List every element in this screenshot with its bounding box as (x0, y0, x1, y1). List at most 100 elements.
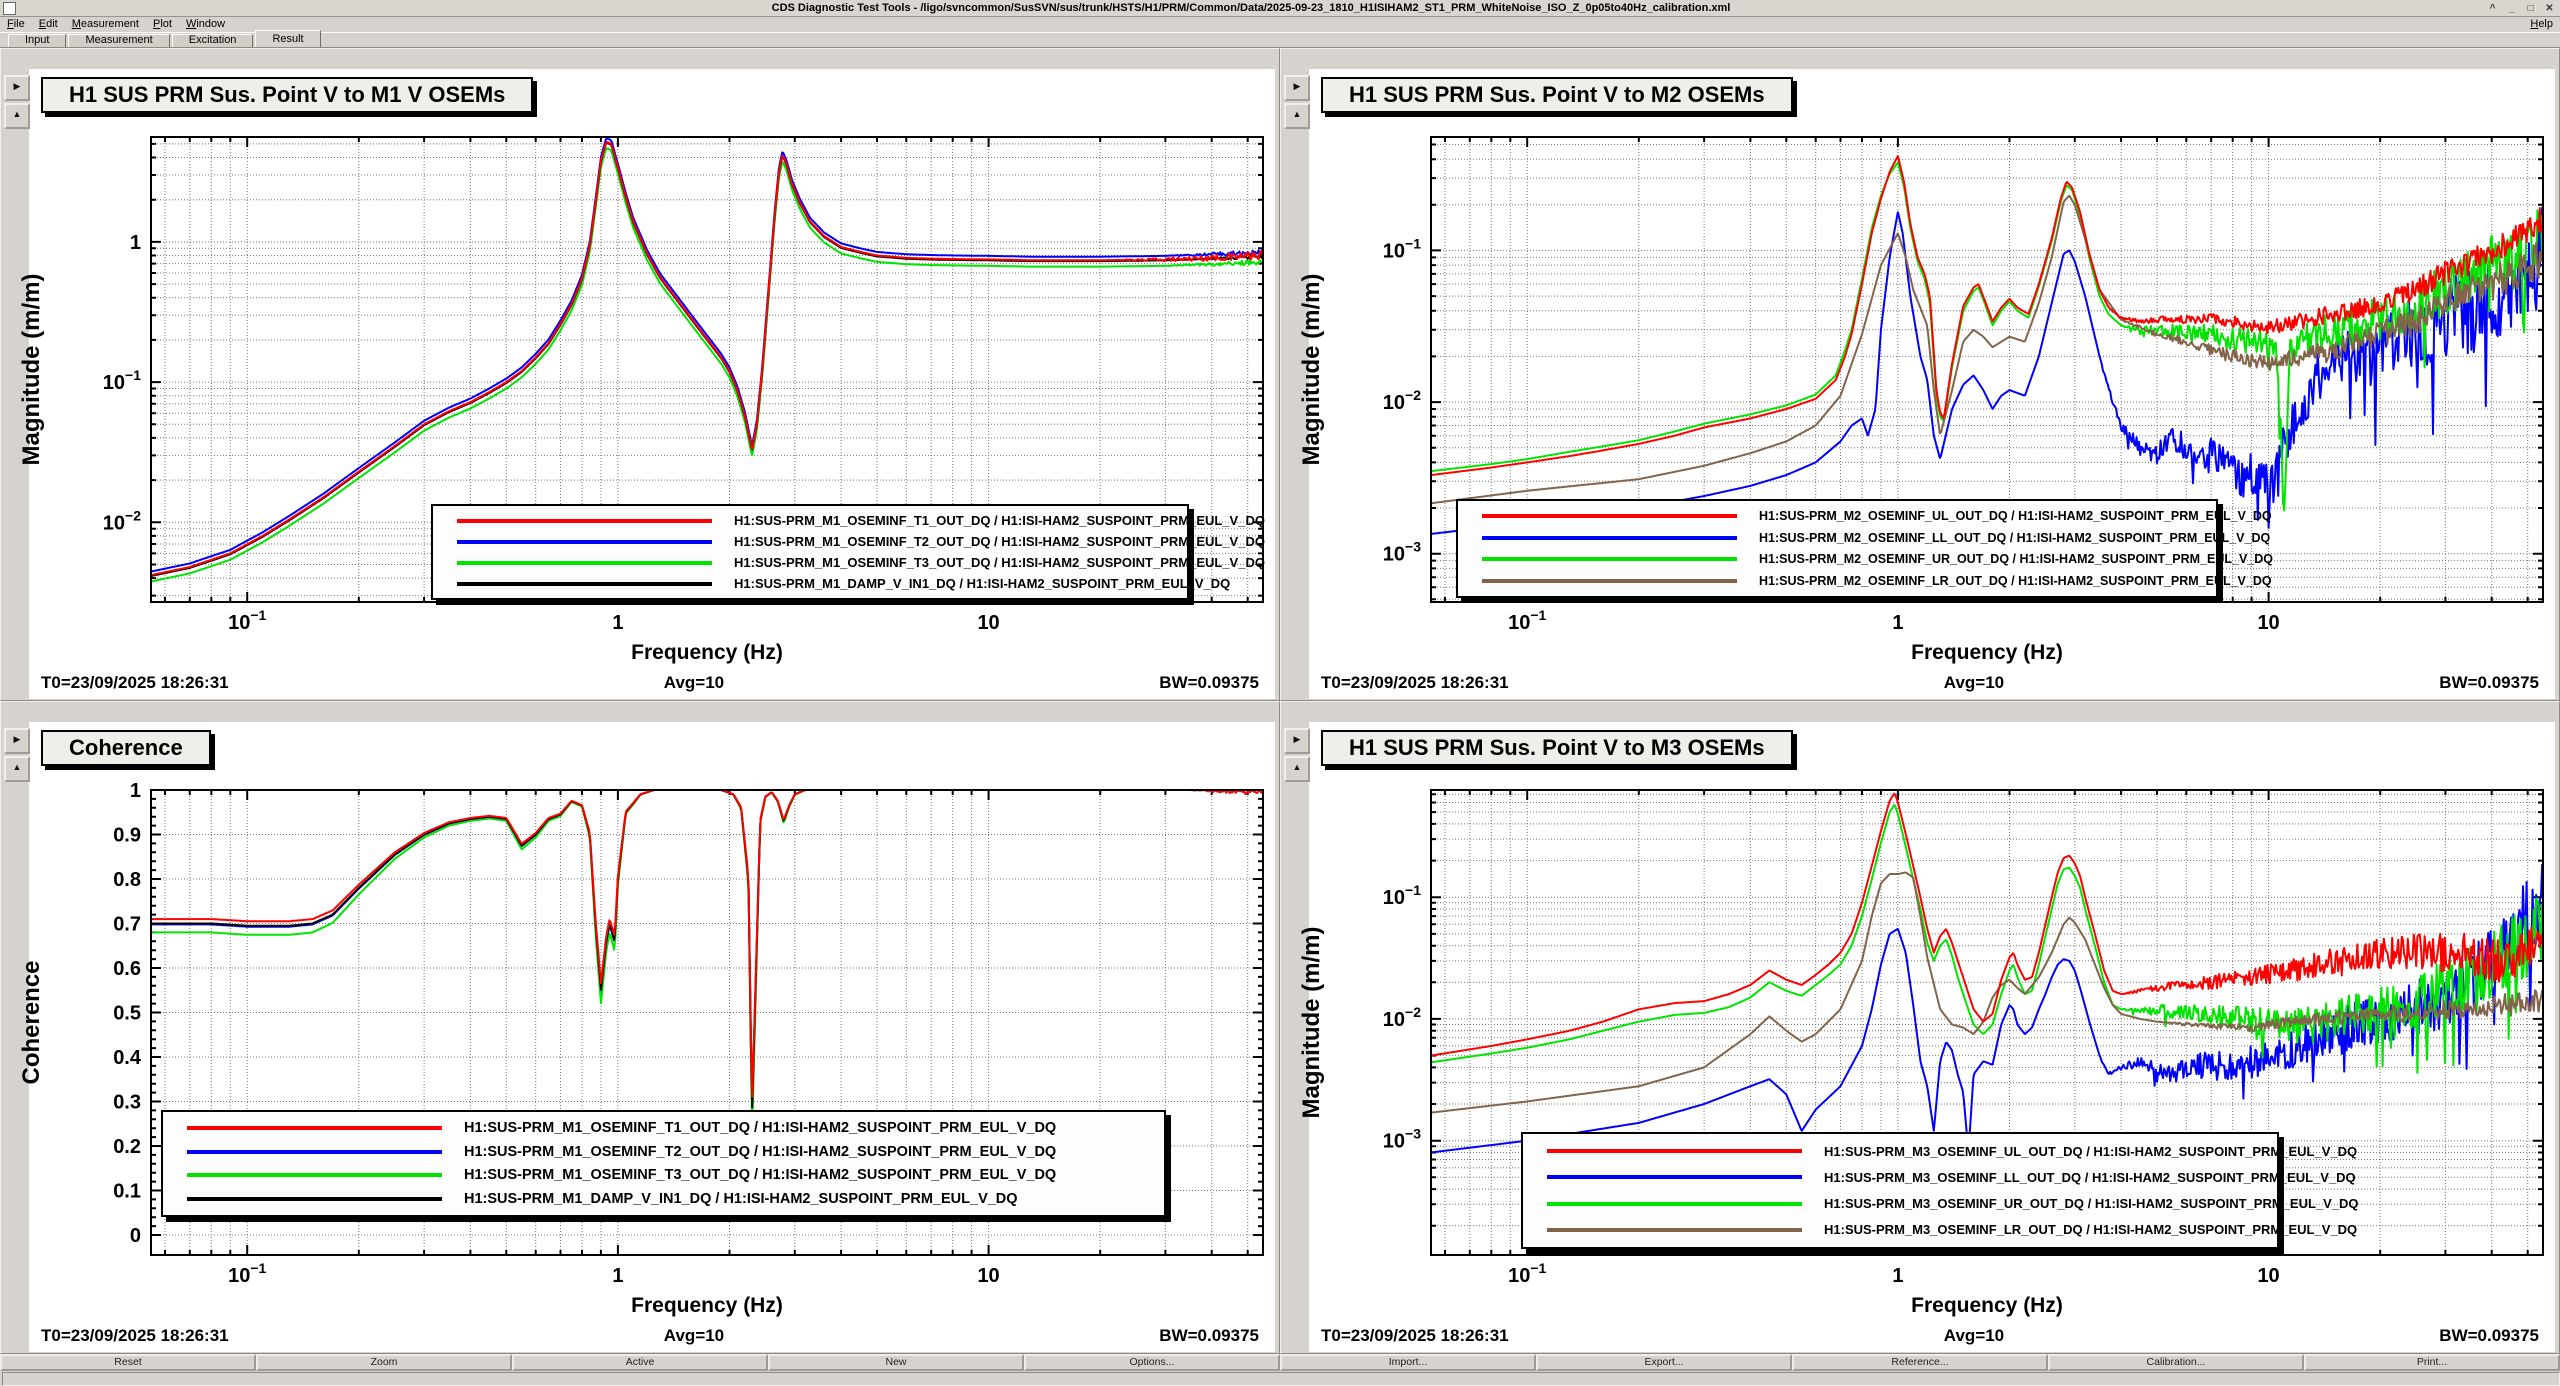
svg-text:10−3: 10−3 (1383, 539, 1421, 566)
close-button[interactable]: ✕ (2545, 2, 2554, 14)
legend-entry: H1:SUS-PRM_M1_OSEMINF_T1_OUT_DQ / H1:ISI… (173, 1120, 1154, 1136)
export-button[interactable]: Export... (1536, 1354, 1792, 1371)
plot-area-3[interactable]: 10−1 1 10 0 0.1 0.2 0.3 0.4 0.5 0.6 0.7 0.8 0.9 1 Freq… (1, 702, 1279, 1353)
window-controls: ^ _ □ ✕ (2486, 2, 2556, 15)
status-t0: T0=23/09/2025 18:26:31 (1321, 673, 1509, 692)
svg-text:0: 0 (130, 1225, 141, 1247)
legend-entry: H1:SUS-PRM_M1_OSEMINF_T2_OUT_DQ / H1:ISI… (173, 1144, 1154, 1160)
plot-legend: H1:SUS-PRM_M2_OSEMINF_UL_OUT_DQ / H1:ISI… (1456, 499, 2273, 598)
reset-button[interactable]: Reset (0, 1354, 256, 1371)
legend-line-sample (457, 560, 712, 565)
pane-expand-button[interactable]: ▶ (1284, 75, 1310, 101)
menu-edit[interactable]: Edit (38, 18, 58, 30)
legend-entry: H1:SUS-PRM_M1_OSEMINF_T3_OUT_DQ / H1:ISI… (173, 1167, 1154, 1183)
legend-line-sample (187, 1149, 442, 1154)
reference-button[interactable]: Reference... (1792, 1354, 2048, 1371)
plot-area-2[interactable]: 10−1 1 10 10−1 10−2 10−3 Frequency (Hz) Magnitu… (1281, 49, 2559, 700)
new-button[interactable]: New (768, 1354, 1024, 1371)
plot-pane-2: ▶ ▲ H1 SUS PRM Sus. Point V to M2 OSEMs 10−… (1280, 48, 2560, 701)
menu-help[interactable]: Help (2530, 18, 2553, 30)
plot-status-row: T0=23/09/2025 18:26:31 Avg=10 BW=0.09375 (41, 1326, 1259, 1346)
menu-window[interactable]: Window (185, 18, 226, 30)
maximize-button[interactable]: □ (2527, 2, 2534, 14)
plot-status-row: T0=23/09/2025 18:26:31 Avg=10 BW=0.09375 (41, 673, 1259, 693)
legend-line-sample (1482, 557, 1737, 562)
legend-label: H1:SUS-PRM_M2_OSEMINF_UR_OUT_DQ / H1:ISI… (1759, 552, 2273, 567)
svg-text:10: 10 (2257, 612, 2279, 634)
svg-text:Frequency (Hz): Frequency (Hz) (1911, 1294, 2063, 1317)
plot-area-4[interactable]: 10−1 1 10 10−1 10−2 10−3 Frequency (Hz) Magnitu… (1281, 702, 2559, 1353)
calibration-button[interactable]: Calibration... (2048, 1354, 2304, 1371)
import-button[interactable]: Import... (1280, 1354, 1536, 1371)
legend-entry: H1:SUS-PRM_M1_OSEMINF_T2_OUT_DQ / H1:ISI… (443, 534, 1265, 549)
active-button[interactable]: Active (512, 1354, 768, 1371)
svg-text:0.9: 0.9 (113, 824, 141, 846)
legend-line-sample (187, 1197, 442, 1202)
pane-collapse-button[interactable]: ▲ (1284, 756, 1310, 782)
pane-expand-button[interactable]: ▶ (4, 728, 30, 754)
status-avg: Avg=10 (1943, 673, 2005, 692)
options-button[interactable]: Options... (1024, 1354, 1280, 1371)
svg-text:10−1: 10−1 (1508, 607, 1546, 634)
legend-line-sample (1547, 1201, 1802, 1206)
window-icon (3, 1, 16, 15)
legend-entry: H1:SUS-PRM_M3_OSEMINF_LR_OUT_DQ / H1:ISI… (1533, 1222, 2357, 1237)
legend-label: H1:SUS-PRM_M2_OSEMINF_LL_OUT_DQ / H1:ISI… (1759, 530, 2271, 545)
menu-plot[interactable]: Plot (152, 18, 172, 30)
legend-entry: H1:SUS-PRM_M2_OSEMINF_UL_OUT_DQ / H1:ISI… (1468, 509, 2272, 523)
shade-button[interactable]: ^ (2489, 2, 2496, 14)
pane-collapse-button[interactable]: ▲ (1284, 103, 1310, 129)
plot-pane-3: ▶ ▲ Coherence 10−1 1 10 0 0.1 0.2 0.3 0.4 0.5 0.6 0.7… (0, 701, 1280, 1354)
legend-label: H1:SUS-PRM_M3_OSEMINF_LL_OUT_DQ / H1:ISI… (1824, 1169, 2356, 1185)
svg-text:10−1: 10−1 (228, 1260, 266, 1287)
svg-text:0.3: 0.3 (113, 1091, 141, 1113)
menu-bar: File Edit Measurement Plot Window Help (0, 17, 2560, 32)
svg-text:1: 1 (130, 232, 141, 254)
plot-legend: H1:SUS-PRM_M1_OSEMINF_T1_OUT_DQ / H1:ISI… (161, 1110, 1166, 1217)
legend-line-sample (1482, 513, 1737, 518)
legend-line-sample (1482, 535, 1737, 540)
svg-text:0.5: 0.5 (113, 1002, 141, 1024)
pane-expand-button[interactable]: ▶ (4, 75, 30, 101)
legend-line-sample (457, 518, 712, 523)
tab-measurement[interactable]: Measurement (68, 34, 170, 47)
legend-entry: H1:SUS-PRM_M3_OSEMINF_UL_OUT_DQ / H1:ISI… (1533, 1144, 2357, 1159)
print-button[interactable]: Print... (2304, 1354, 2560, 1371)
legend-line-sample (1482, 579, 1737, 584)
plot-status-row: T0=23/09/2025 18:26:31 Avg=10 BW=0.09375 (1321, 673, 2539, 693)
legend-label: H1:SUS-PRM_M1_OSEMINF_T3_OUT_DQ / H1:ISI… (464, 1167, 1057, 1184)
status-avg: Avg=10 (663, 673, 725, 692)
menu-file[interactable]: File (7, 18, 25, 30)
svg-text:0.4: 0.4 (113, 1047, 142, 1069)
svg-text:10: 10 (977, 612, 999, 634)
tab-excitation[interactable]: Excitation (171, 34, 254, 47)
svg-text:10−1: 10−1 (103, 367, 141, 394)
plot-area-1[interactable]: 10−1 1 10 1 10−1 10−2 Frequency (Hz) Magnitude … (1, 49, 1279, 700)
legend-label: H1:SUS-PRM_M1_DAMP_V_IN1_DQ / H1:ISI-HAM… (734, 576, 1231, 591)
pane-expand-button[interactable]: ▶ (1284, 728, 1310, 754)
menu-measurement[interactable]: Measurement (71, 18, 139, 30)
plot-legend: H1:SUS-PRM_M1_OSEMINF_T1_OUT_DQ / H1:ISI… (431, 504, 1265, 600)
minimize-button[interactable]: _ (2508, 2, 2515, 14)
legend-label: H1:SUS-PRM_M2_OSEMINF_UL_OUT_DQ / H1:ISI… (1759, 508, 2272, 523)
svg-text:1: 1 (1892, 612, 1903, 634)
legend-label: H1:SUS-PRM_M1_OSEMINF_T2_OUT_DQ / H1:ISI… (734, 534, 1265, 549)
zoom-button[interactable]: Zoom (256, 1354, 512, 1371)
plot-legend: H1:SUS-PRM_M3_OSEMINF_UL_OUT_DQ / H1:ISI… (1521, 1132, 2359, 1249)
svg-text:1: 1 (130, 780, 141, 802)
legend-label: H1:SUS-PRM_M1_OSEMINF_T1_OUT_DQ / H1:ISI… (464, 1119, 1057, 1136)
pane-collapse-button[interactable]: ▲ (4, 103, 30, 129)
status-t0: T0=23/09/2025 18:26:31 (41, 673, 229, 692)
svg-text:10−2: 10−2 (1383, 387, 1421, 414)
legend-entry: H1:SUS-PRM_M1_DAMP_V_IN1_DQ / H1:ISI-HAM… (443, 576, 1230, 591)
svg-text:0.2: 0.2 (113, 1136, 141, 1158)
plot-canvas-background (29, 722, 1275, 1352)
pane-collapse-button[interactable]: ▲ (4, 756, 30, 782)
legend-label: H1:SUS-PRM_M1_OSEMINF_T2_OUT_DQ / H1:ISI… (464, 1143, 1057, 1160)
title-bar: CDS Diagnostic Test Tools - /ligo/svncom… (0, 0, 2560, 17)
tab-input[interactable]: Input (8, 34, 67, 47)
legend-entry: H1:SUS-PRM_M3_OSEMINF_UR_OUT_DQ / H1:ISI… (1533, 1196, 2359, 1211)
status-avg: Avg=10 (663, 1326, 725, 1345)
tab-result[interactable]: Result (255, 30, 321, 47)
